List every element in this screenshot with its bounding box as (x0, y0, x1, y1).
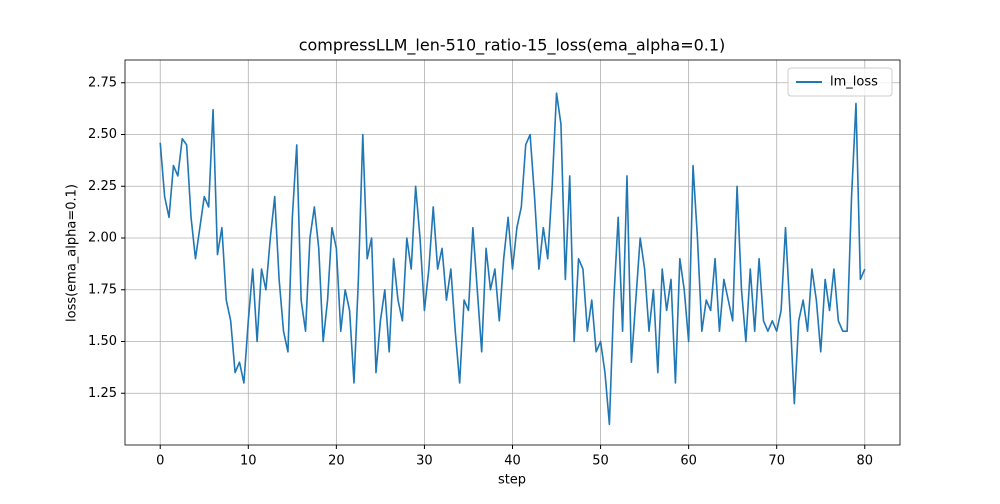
y-tick-label: 1.50 (88, 334, 117, 349)
data-line (159, 92, 866, 426)
x-tick-label: 70 (768, 454, 785, 469)
y-axis-label: loss(ema_alpha=0.1) (65, 184, 80, 322)
plot-frame (124, 59, 901, 446)
x-axis-label: step (498, 473, 526, 488)
x-tick-label: 50 (592, 454, 609, 469)
x-tick-label: 0 (156, 454, 164, 469)
legend-label: lm_loss (830, 75, 878, 90)
chart-title: compressLLM_len-510_ratio-15_loss(ema_al… (299, 36, 726, 56)
x-tick-label: 40 (504, 454, 521, 469)
x-tick-label: 60 (680, 454, 697, 469)
x-tick-label: 10 (240, 454, 257, 469)
y-tick-label: 1.25 (88, 386, 117, 401)
x-tick-label: 80 (856, 454, 873, 469)
y-tick-label: 2.50 (88, 127, 117, 142)
x-tick-label: 20 (328, 454, 345, 469)
y-tick-label: 1.75 (88, 282, 117, 297)
y-tick-label: 2.00 (88, 231, 117, 246)
y-tick-label: 2.75 (88, 75, 117, 90)
legend-box (787, 67, 893, 97)
x-tick-label: 30 (416, 454, 433, 469)
y-tick-label: 2.25 (88, 179, 117, 194)
